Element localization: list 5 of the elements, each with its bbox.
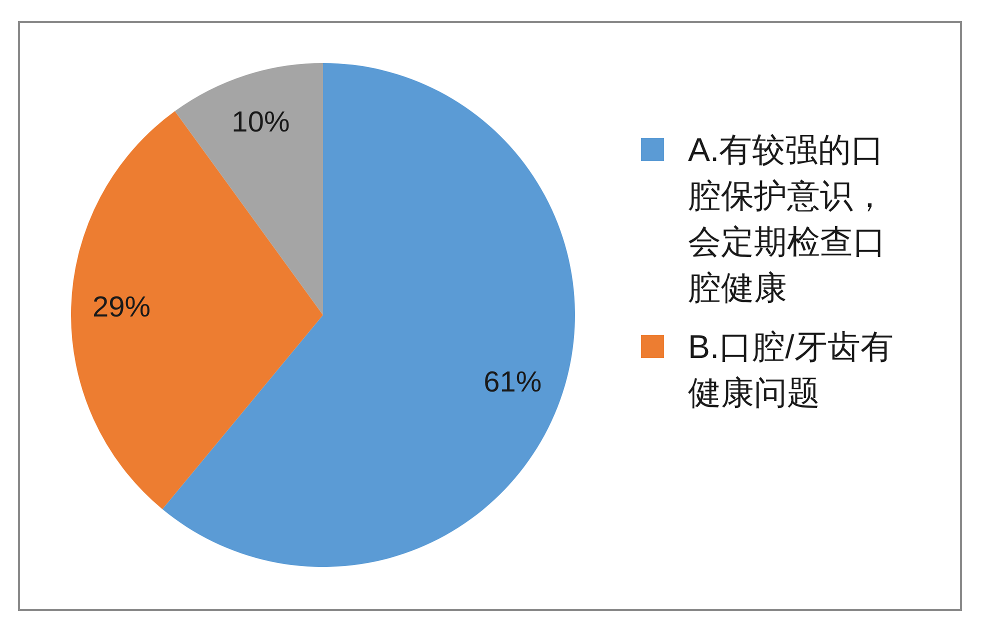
data-label: 10% bbox=[232, 106, 290, 138]
legend-label: A.有较强的口腔保护意识，会定期检查口腔健康 bbox=[688, 130, 887, 308]
legend-label: B.口腔/牙齿有健康问题 bbox=[688, 327, 894, 413]
data-label: 61% bbox=[484, 366, 542, 398]
data-label: 29% bbox=[92, 292, 151, 324]
